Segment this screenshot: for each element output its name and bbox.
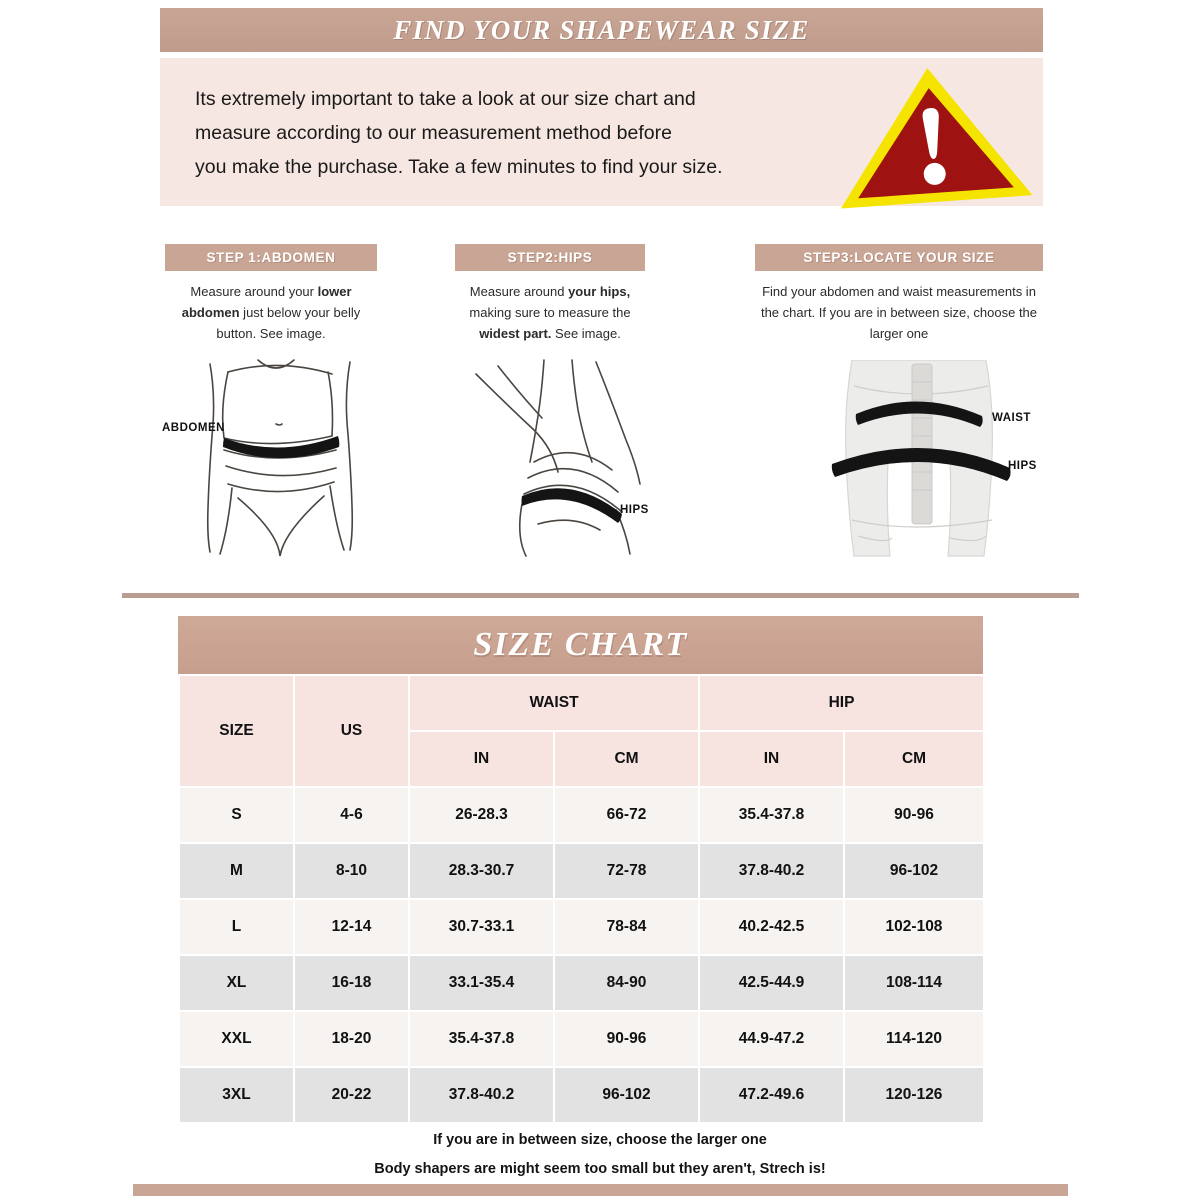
table-cell: XXL — [178, 1010, 295, 1068]
hips-side-illustration: HIPS — [468, 358, 668, 563]
intro-line-3: you make the purchase. Take a few minute… — [195, 156, 723, 178]
table-cell: 28.3-30.7 — [408, 842, 555, 900]
hips-label-step3: HIPS — [1008, 460, 1037, 472]
table-cell: 120-126 — [843, 1066, 985, 1124]
footer-line-2: Body shapers are might seem too small bu… — [374, 1161, 826, 1177]
table-row: S 4-6 26-28.3 66-72 35.4-37.8 90-96 — [178, 786, 985, 844]
table-cell: 4-6 — [293, 786, 410, 844]
col-header-size: SIZE — [178, 674, 295, 788]
step-1-desc-c: just below your belly button. See image. — [216, 305, 361, 341]
main-header-banner: FIND YOUR SHAPEWEAR SIZE — [160, 8, 1043, 52]
table-cell: 47.2-49.6 — [698, 1066, 845, 1124]
size-chart-table: SIZE US WAIST HIP IN CM IN CM S 4-6 26-28.… — [178, 674, 985, 1124]
step-2-heading: STEP2:HIPS — [507, 250, 593, 265]
table-cell: 114-120 — [843, 1010, 985, 1068]
table-cell: 42.5-44.9 — [698, 954, 845, 1012]
step-2-heading-bar: STEP2:HIPS — [455, 244, 645, 271]
section-divider — [122, 593, 1079, 598]
table-cell: 12-14 — [293, 898, 410, 956]
bottom-accent-bar — [133, 1184, 1068, 1196]
step-1-description: Measure around your lower abdomen just b… — [165, 281, 377, 344]
col-header-hip-in: IN — [698, 730, 845, 788]
table-cell: 72-78 — [553, 842, 700, 900]
table-row: XXL 18-20 35.4-37.8 90-96 44.9-47.2 114-120 — [178, 1010, 985, 1068]
table-cell: 90-96 — [843, 786, 985, 844]
step-1-heading: STEP 1:ABDOMEN — [206, 250, 336, 265]
step-2-block: STEP2:HIPS Measure around your hips, mak… — [455, 244, 645, 344]
intro-line-2: measure according to our measurement met… — [195, 122, 672, 144]
table-cell: 3XL — [178, 1066, 295, 1124]
table-row: XL 16-18 33.1-35.4 84-90 42.5-44.9 108-114 — [178, 954, 985, 1012]
intro-text: Its extremely important to take a look a… — [195, 82, 815, 184]
footer-notes: If you are in between size, choose the l… — [0, 1126, 1200, 1184]
table-cell: L — [178, 898, 295, 956]
step-2-desc-a: Measure around — [469, 284, 569, 299]
torso-front-illustration: ABDOMEN — [162, 358, 382, 563]
table-cell: 35.4-37.8 — [698, 786, 845, 844]
table-cell: 40.2-42.5 — [698, 898, 845, 956]
table-cell: 84-90 — [553, 954, 700, 1012]
col-header-waist: WAIST — [408, 674, 700, 732]
hips-label: HIPS — [620, 504, 649, 516]
table-cell: 44.9-47.2 — [698, 1010, 845, 1068]
table-body: S 4-6 26-28.3 66-72 35.4-37.8 90-96 M 8-10 28.3-… — [178, 786, 985, 1124]
shapewear-garment-illustration: WAIST HIPS — [806, 359, 1037, 563]
col-header-us: US — [293, 674, 410, 788]
table-row: M 8-10 28.3-30.7 72-78 37.8-40.2 96-102 — [178, 842, 985, 900]
waist-label: WAIST — [992, 412, 1031, 424]
table-cell: 37.8-40.2 — [698, 842, 845, 900]
intro-line-1: Its extremely important to take a look a… — [195, 88, 696, 110]
warning-triangle-icon — [832, 60, 1033, 210]
step-2-desc-bold-2: widest part. — [479, 326, 552, 341]
table-row: L 12-14 30.7-33.1 78-84 40.2-42.5 102-108 — [178, 898, 985, 956]
col-header-waist-in: IN — [408, 730, 555, 788]
table-cell: 18-20 — [293, 1010, 410, 1068]
table-cell: 30.7-33.1 — [408, 898, 555, 956]
table-cell: 66-72 — [553, 786, 700, 844]
table-cell: 96-102 — [843, 842, 985, 900]
step-3-heading: STEP3:LOCATE YOUR SIZE — [803, 250, 995, 265]
step-2-desc-c: making sure to measure the — [469, 305, 631, 320]
page-title: FIND YOUR SHAPEWEAR SIZE — [393, 14, 810, 45]
step-3-block: STEP3:LOCATE YOUR SIZE Find your abdomen… — [755, 244, 1043, 344]
table-cell: S — [178, 786, 295, 844]
step-1-block: STEP 1:ABDOMEN Measure around your lower… — [165, 244, 377, 344]
table-cell: 108-114 — [843, 954, 985, 1012]
table-cell: 16-18 — [293, 954, 410, 1012]
step-1-heading-bar: STEP 1:ABDOMEN — [165, 244, 377, 271]
abdomen-label: ABDOMEN — [162, 422, 225, 434]
step-2-desc-bold-1: your hips, — [568, 284, 631, 299]
col-header-waist-cm: CM — [553, 730, 700, 788]
step-2-description: Measure around your hips, making sure to… — [455, 281, 645, 344]
table-header-row-2: IN CM IN CM — [179, 730, 985, 788]
table-cell: 78-84 — [553, 898, 700, 956]
size-chart-banner — [178, 616, 983, 674]
table-cell: M — [178, 842, 295, 900]
table-cell: 20-22 — [293, 1066, 410, 1124]
table-row: 3XL 20-22 37.8-40.2 96-102 47.2-49.6 120-126 — [178, 1066, 985, 1124]
step-3-description: Find your abdomen and waist measurements… — [760, 284, 1038, 341]
step-1-desc-bold: lower abdomen — [181, 284, 352, 320]
step-1-desc-a: Measure around your — [190, 284, 318, 299]
step-3-heading-bar: STEP3:LOCATE YOUR SIZE — [755, 244, 1043, 271]
intro-panel: Its extremely important to take a look a… — [160, 58, 1043, 209]
col-header-hip-cm: CM — [843, 730, 985, 788]
table-cell: 35.4-37.8 — [408, 1010, 555, 1068]
table-cell: 8-10 — [293, 842, 410, 900]
table-cell: 96-102 — [553, 1066, 700, 1124]
size-chart-title: SIZE CHART — [473, 626, 688, 663]
table-header-row-1: SIZE US WAIST HIP — [178, 674, 985, 788]
table-cell: 37.8-40.2 — [408, 1066, 555, 1124]
table-cell: 33.1-35.4 — [408, 954, 555, 1012]
step-2-desc-e: See image. — [551, 326, 621, 341]
table-cell: 90-96 — [553, 1010, 700, 1068]
table-cell: XL — [178, 954, 295, 1012]
table-cell: 26-28.3 — [408, 786, 555, 844]
footer-line-1: If you are in between size, choose the l… — [433, 1132, 767, 1148]
table-cell: 102-108 — [843, 898, 985, 956]
col-header-hip: HIP — [698, 674, 985, 732]
